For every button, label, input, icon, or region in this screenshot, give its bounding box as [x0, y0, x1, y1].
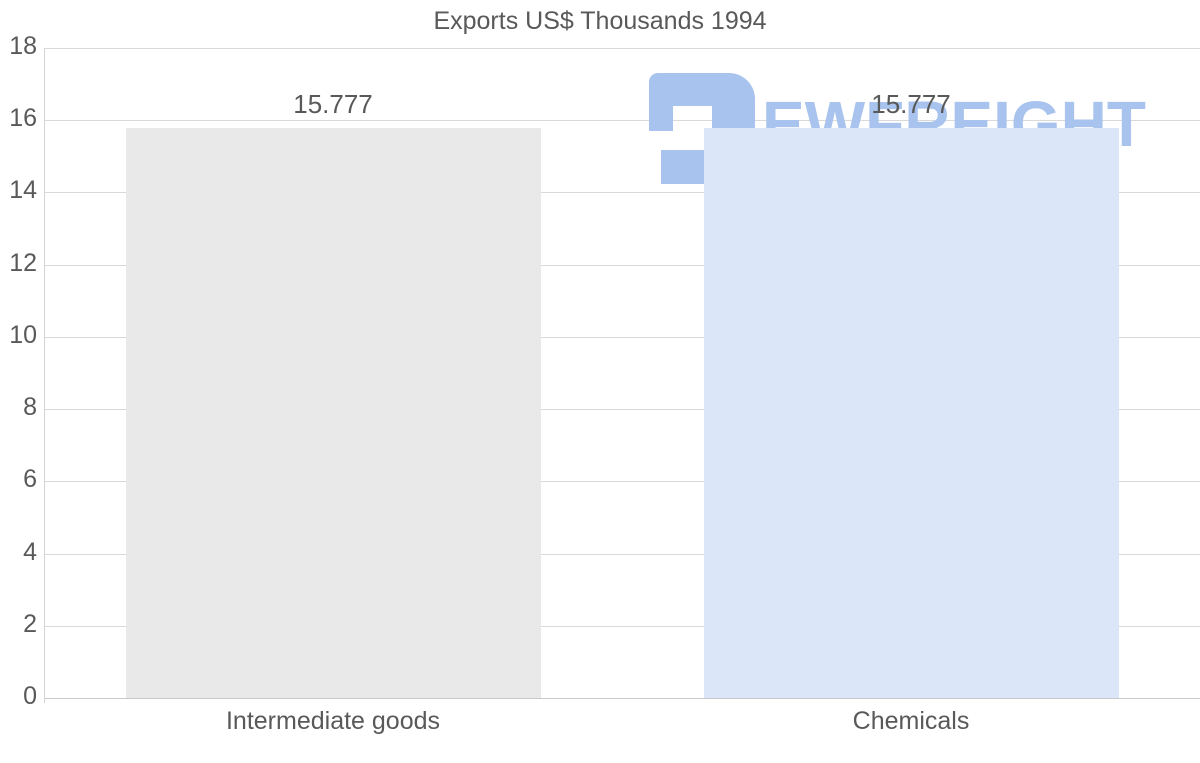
bar-intermediate-goods: [125, 128, 541, 698]
y-tick-label-18: 18: [9, 32, 37, 60]
gridline-y-2: [44, 626, 1200, 627]
y-tick-label-14: 14: [9, 176, 37, 204]
gridline-y-8: [44, 409, 1200, 410]
bar-chemicals: [703, 128, 1119, 698]
gridline-y-6: [44, 481, 1200, 482]
gridline-y-16: [44, 120, 1200, 121]
y-tick-label-8: 8: [23, 393, 37, 421]
gridline-y-18: [44, 48, 1200, 49]
freight-logo-mark-block: [661, 150, 705, 184]
gridline-y-10: [44, 337, 1200, 338]
chart-title: Exports US$ Thousands 1994: [433, 7, 767, 35]
gridline-y-4: [44, 554, 1200, 555]
freight-logo-mark-arm: [649, 100, 673, 131]
bar-value-label: 15.777: [871, 89, 951, 120]
gridline-y-0: [44, 698, 1200, 699]
bar-value-label: 15.777: [293, 89, 373, 120]
y-tick-label-2: 2: [23, 610, 37, 638]
y-tick-label-12: 12: [9, 249, 37, 277]
x-category-label: Chemicals: [852, 707, 970, 735]
y-tick-label-4: 4: [23, 538, 37, 566]
y-tick-label-6: 6: [23, 465, 37, 493]
y-tick-label-10: 10: [9, 321, 37, 349]
x-category-label: Intermediate goods: [225, 707, 441, 735]
y-axis-line: [44, 48, 45, 703]
y-tick-label-16: 16: [9, 104, 37, 132]
gridline-y-14: [44, 192, 1200, 193]
gridline-y-12: [44, 265, 1200, 266]
y-tick-label-0: 0: [23, 682, 37, 710]
